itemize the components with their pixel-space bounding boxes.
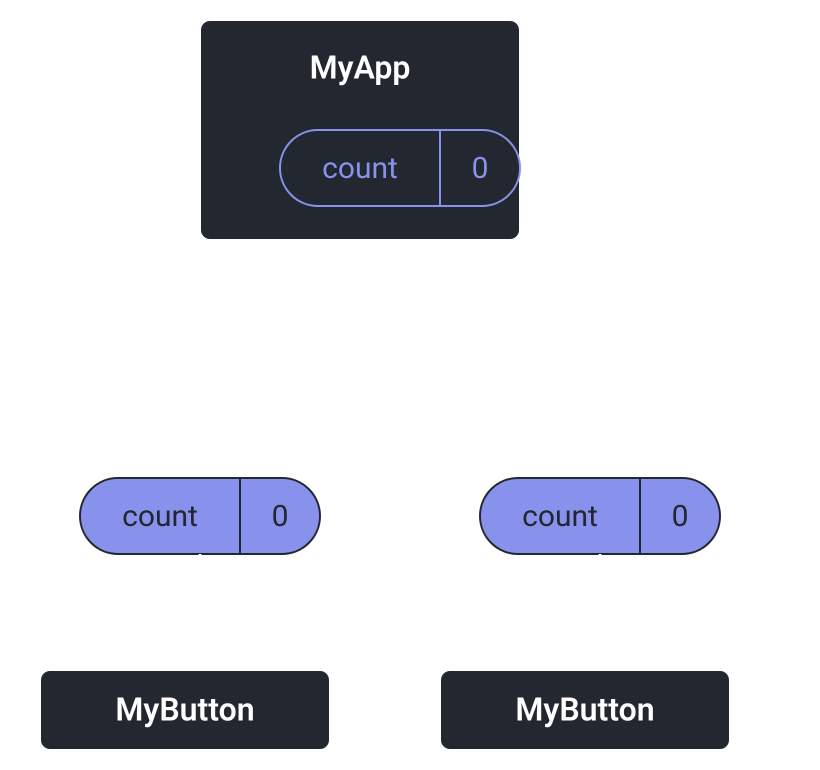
root-node-title: MyApp <box>310 48 411 86</box>
right-arrow <box>588 554 612 660</box>
arrow-down-icon <box>188 641 212 660</box>
left-prop-value: 0 <box>272 499 289 534</box>
component-tree-diagram: MyApp count 0 count 0 count 0 MyButton <box>0 0 820 770</box>
left-child-title: MyButton <box>115 690 254 728</box>
right-prop-label: count <box>522 499 598 534</box>
left-prop-pill: count 0 <box>80 478 320 554</box>
right-child-title: MyButton <box>515 690 654 728</box>
arrow-down-icon <box>588 641 612 660</box>
left-child-node: MyButton <box>40 670 330 750</box>
root-state-value: 0 <box>472 151 489 186</box>
root-state-label: count <box>322 151 398 186</box>
right-child-node: MyButton <box>440 670 730 750</box>
right-prop-value: 0 <box>672 499 689 534</box>
right-prop-pill: count 0 <box>480 478 720 554</box>
root-state-pill: count 0 <box>280 130 520 206</box>
left-prop-label: count <box>122 499 198 534</box>
root-node: MyApp count 0 <box>200 20 520 240</box>
tree-connector <box>200 240 600 480</box>
left-arrow <box>188 554 212 660</box>
